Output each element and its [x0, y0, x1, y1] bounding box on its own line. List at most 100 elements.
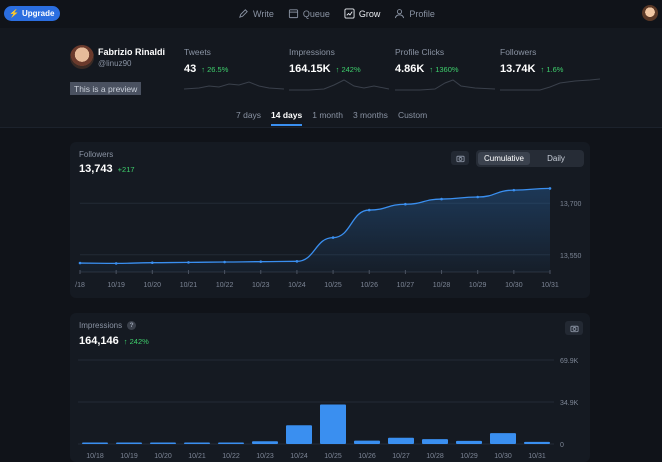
impressions-screenshot-button[interactable] [565, 321, 583, 335]
x-tick-label: 10/28 [426, 453, 444, 460]
y-tick-label: 13,700 [560, 201, 582, 208]
data-point [187, 261, 190, 264]
nav-write[interactable]: Write [238, 8, 274, 19]
x-tick-label: 10/26 [358, 453, 376, 460]
user-icon [395, 9, 405, 19]
range-tab-7-days[interactable]: 7 days [236, 110, 262, 120]
upgrade-button[interactable]: ⚡ Upgrade [4, 6, 61, 21]
toggle-daily[interactable]: Daily [547, 154, 565, 163]
data-point [512, 188, 516, 192]
bar [422, 439, 448, 444]
impressions-chart: 0 34.9K 69.9K 10/18 10/19 10/20 10/21 10/22 10/2… [78, 358, 579, 460]
profile-name: Fabrizio Rinaldi [98, 47, 166, 57]
stat-label: Tweets [184, 47, 211, 57]
bar [116, 442, 142, 444]
header-band [0, 28, 662, 128]
bar [354, 440, 380, 444]
chart-icon [344, 8, 355, 19]
followers-card-summary: 13,743 +217 [79, 163, 135, 175]
user-avatar[interactable] [642, 5, 658, 21]
x-tick-label: 10/28 [433, 282, 451, 289]
range-tabs: 7 days 14 days 1 month 3 months Custom [236, 110, 427, 126]
stat-delta: ↑ 1360% [429, 65, 459, 74]
y-tick-label: 0 [560, 442, 564, 449]
x-tick-label: 10/21 [180, 282, 198, 289]
x-tick-label: 10/25 [324, 282, 342, 289]
range-tab-14-days[interactable]: 14 days [271, 110, 303, 126]
x-tick-label: 10/30 [505, 282, 523, 289]
bar [524, 441, 550, 444]
help-icon[interactable]: ? [127, 321, 137, 330]
bar [252, 441, 278, 444]
toggle-cumulative[interactable]: Cumulative [478, 152, 530, 165]
x-tick-label: /18 [75, 282, 85, 289]
bar [456, 440, 482, 444]
stat-impressions: Impressions 164.15K ↑ 242% [289, 47, 389, 91]
bar [82, 442, 108, 444]
impressions-card-value: 164,146 [79, 335, 119, 347]
bar [490, 433, 516, 444]
bolt-icon: ⚡ [9, 9, 19, 18]
bar [218, 442, 244, 444]
x-tick-label: 10/22 [216, 282, 234, 289]
x-tick-label: 10/18 [86, 453, 104, 460]
stat-profile-clicks: Profile Clicks 4.86K ↑ 1360% [395, 47, 495, 91]
range-tab-3-months[interactable]: 3 months [352, 110, 388, 120]
x-tick-label: 10/31 [541, 282, 559, 289]
nav-grow[interactable]: Grow [344, 8, 380, 19]
stat-label: Followers [500, 47, 537, 57]
followers-chart: 13,550 13,700/18 10/19 10/20 10/21 10/22 10/23… [75, 187, 582, 289]
stat-delta: ↑ 1.6% [540, 65, 564, 74]
bar [286, 425, 312, 444]
profile-avatar [70, 45, 94, 69]
followers-card-value: 13,743 [79, 163, 113, 175]
stat-label: Impressions [289, 47, 335, 57]
x-tick-label: 10/23 [256, 453, 274, 460]
stat-value: 13.74K [500, 63, 536, 75]
followers-screenshot-button[interactable] [451, 151, 469, 165]
calendar-icon [288, 9, 298, 19]
stat-label: Profile Clicks [395, 47, 445, 57]
stat-delta: ↑ 242% [335, 65, 361, 74]
x-tick-label: 10/21 [188, 453, 206, 460]
series-line [79, 187, 551, 265]
data-point [440, 197, 443, 201]
sparkline [184, 81, 284, 90]
series-area [80, 188, 550, 272]
data-point [331, 236, 335, 239]
y-tick-label: 69.9K [560, 358, 579, 365]
data-point [114, 262, 118, 265]
upgrade-label: Upgrade [21, 9, 55, 18]
data-point [548, 187, 552, 190]
profile-handle: @linuz90 [98, 59, 132, 68]
bar [184, 442, 210, 444]
x-tick-label: 10/27 [392, 453, 410, 460]
range-tab-1-month[interactable]: 1 month [312, 110, 343, 120]
data-point [404, 202, 407, 206]
x-tick-label: 10/29 [460, 453, 478, 460]
x-tick-label: 10/19 [107, 282, 125, 289]
nav-queue[interactable]: Queue [288, 8, 330, 19]
x-tick-label: 10/20 [144, 282, 162, 289]
data-point [367, 208, 371, 212]
nav-profile[interactable]: Profile [394, 8, 435, 19]
y-tick-label: 13,550 [560, 253, 582, 260]
stat-value: 4.86K [395, 63, 425, 75]
x-tick-label: 10/23 [252, 282, 270, 289]
data-point [151, 261, 154, 265]
sparkline [289, 79, 389, 91]
stat-tweets: Tweets 43 ↑ 26.5% [184, 47, 284, 90]
camera-icon [455, 155, 465, 162]
x-tick-label: 10/24 [288, 282, 306, 289]
range-tab-custom[interactable]: Custom [397, 110, 428, 120]
data-point [295, 260, 299, 263]
main-nav: Write Queue Grow Profile [238, 6, 435, 21]
followers-card-label: Followers [79, 150, 114, 159]
data-point [223, 260, 226, 264]
bar [320, 404, 346, 444]
x-tick-label: 10/31 [528, 453, 546, 460]
x-tick-label: 10/30 [494, 453, 512, 460]
followers-card-delta: +217 [117, 165, 135, 174]
pencil-icon [239, 9, 248, 18]
x-tick-label: 10/22 [222, 453, 240, 460]
